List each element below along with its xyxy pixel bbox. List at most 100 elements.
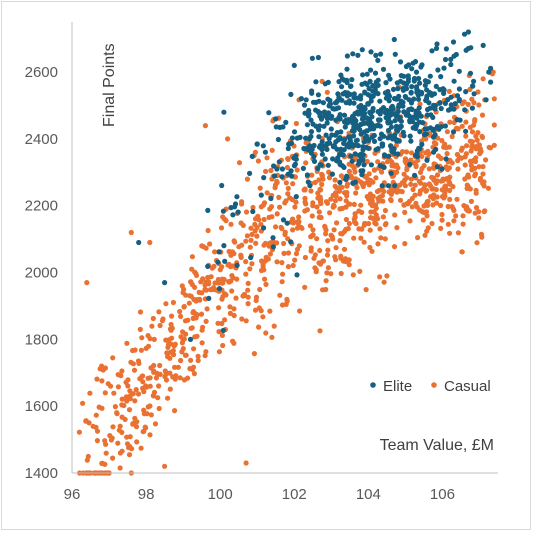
casual-point bbox=[165, 341, 172, 348]
casual-point bbox=[282, 200, 288, 206]
elite-point bbox=[461, 31, 468, 37]
casual-point bbox=[126, 452, 133, 458]
elite-point bbox=[348, 83, 354, 89]
casual-point bbox=[200, 276, 206, 282]
casual-point bbox=[183, 352, 189, 358]
casual-point bbox=[229, 288, 235, 294]
casual-point bbox=[378, 235, 384, 241]
casual-point bbox=[324, 252, 331, 258]
casual-point bbox=[379, 193, 385, 199]
elite-point bbox=[354, 95, 360, 101]
casual-point bbox=[101, 366, 107, 372]
casual-point bbox=[199, 327, 205, 333]
elite-point bbox=[373, 82, 379, 88]
elite-point bbox=[303, 97, 309, 103]
casual-point bbox=[351, 235, 357, 241]
elite-point bbox=[391, 132, 398, 138]
elite-point bbox=[375, 57, 381, 64]
casual-point bbox=[283, 180, 289, 186]
elite-point bbox=[363, 144, 369, 150]
casual-point bbox=[231, 340, 237, 346]
casual-point bbox=[193, 298, 199, 304]
casual-point bbox=[318, 214, 324, 221]
elite-point bbox=[386, 153, 392, 159]
casual-point bbox=[203, 287, 209, 293]
elite-point bbox=[368, 67, 374, 73]
casual-point bbox=[268, 204, 275, 210]
casual-point bbox=[468, 198, 474, 204]
elite-point bbox=[216, 286, 223, 292]
casual-point bbox=[276, 194, 282, 200]
casual-point bbox=[249, 231, 255, 237]
casual-point bbox=[449, 133, 455, 140]
casual-point bbox=[169, 313, 175, 319]
casual-point bbox=[480, 164, 486, 170]
elite-point bbox=[270, 244, 276, 250]
elite-point bbox=[291, 129, 298, 135]
casual-point bbox=[244, 233, 250, 239]
elite-point bbox=[414, 154, 421, 160]
casual-point bbox=[157, 322, 163, 329]
elite-point bbox=[349, 77, 355, 83]
casual-point bbox=[255, 158, 261, 164]
elite-point bbox=[327, 102, 333, 108]
legend: Elite Casual bbox=[370, 378, 491, 395]
casual-point bbox=[309, 213, 315, 219]
casual-point bbox=[139, 335, 145, 341]
casual-point bbox=[480, 76, 486, 82]
casual-point bbox=[401, 171, 407, 177]
casual-point bbox=[373, 175, 379, 181]
casual-point bbox=[151, 336, 157, 342]
casual-point bbox=[238, 220, 244, 226]
casual-point bbox=[462, 162, 468, 168]
casual-point bbox=[140, 429, 146, 435]
elite-point bbox=[456, 98, 462, 104]
elite-point bbox=[395, 86, 401, 92]
casual-point bbox=[133, 387, 139, 393]
elite-point bbox=[324, 120, 330, 126]
elite-point bbox=[457, 117, 463, 123]
elite-point bbox=[322, 156, 328, 162]
casual-point bbox=[469, 129, 476, 135]
casual-point bbox=[254, 224, 260, 230]
casual-point bbox=[366, 171, 372, 177]
elite-point bbox=[288, 140, 295, 146]
casual-point bbox=[195, 353, 201, 359]
casual-point bbox=[461, 99, 467, 105]
casual-point bbox=[439, 211, 445, 218]
casual-point bbox=[205, 279, 212, 285]
casual-point bbox=[124, 340, 130, 346]
elite-point bbox=[342, 124, 348, 130]
casual-point bbox=[323, 227, 329, 233]
elite-point bbox=[309, 146, 315, 152]
casual-point bbox=[119, 429, 125, 435]
elite-point bbox=[162, 280, 168, 286]
casual-point bbox=[128, 359, 134, 365]
casual-point bbox=[354, 185, 360, 191]
casual-point bbox=[434, 172, 441, 178]
casual-point bbox=[114, 411, 120, 417]
casual-point bbox=[188, 293, 194, 299]
casual-point bbox=[318, 200, 324, 207]
elite-point bbox=[425, 106, 431, 113]
casual-point bbox=[99, 378, 105, 384]
casual-point bbox=[421, 163, 427, 169]
elite-point bbox=[349, 158, 355, 164]
casual-point bbox=[324, 270, 330, 276]
casual-point bbox=[147, 239, 153, 246]
elite-point bbox=[359, 81, 365, 87]
y-tick-label: 2600 bbox=[25, 64, 58, 81]
elite-point bbox=[222, 258, 228, 264]
casual-point bbox=[132, 415, 138, 421]
casual-point bbox=[406, 198, 413, 204]
casual-point bbox=[304, 207, 310, 213]
elite-point bbox=[328, 126, 334, 132]
casual-point bbox=[261, 242, 267, 248]
x-tick-label: 102 bbox=[282, 486, 307, 503]
elite-point bbox=[358, 121, 364, 128]
elite-point bbox=[315, 92, 321, 98]
casual-point bbox=[394, 225, 400, 231]
casual-point bbox=[454, 196, 460, 202]
elite-point bbox=[434, 124, 440, 130]
casual-point bbox=[438, 202, 444, 209]
